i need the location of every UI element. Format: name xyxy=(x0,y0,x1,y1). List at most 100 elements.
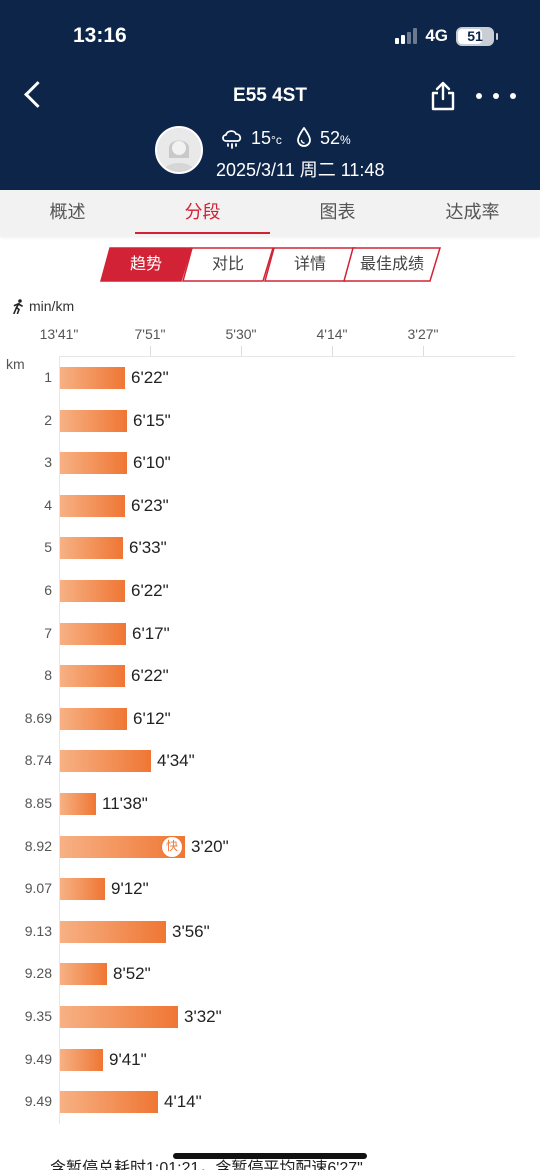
avatar-icon xyxy=(157,128,201,172)
battery-level: 51 xyxy=(467,28,483,44)
pace-bar[interactable] xyxy=(60,452,127,475)
subtab-compare[interactable]: 对比 xyxy=(182,247,274,282)
pace-bar[interactable] xyxy=(60,878,105,901)
split-km-label: 8.74 xyxy=(24,752,52,769)
battery-icon: 51 xyxy=(456,26,498,46)
pace-value-label: 6'22" xyxy=(131,368,169,387)
x-axis-line xyxy=(59,356,515,357)
pace-value-label: 6'22" xyxy=(131,666,169,686)
tab-overview[interactable]: 概述 xyxy=(49,202,86,222)
runner-icon xyxy=(13,298,23,314)
network-type: 4G xyxy=(425,26,448,45)
y-axis-label: km xyxy=(6,356,25,372)
pace-value-label: 4'34" xyxy=(157,751,195,771)
x-tick-mark xyxy=(150,346,151,356)
x-tick-label: 3'27" xyxy=(407,326,439,342)
subtab-trend-label: 趋势 xyxy=(129,256,162,273)
split-km-label: 9.35 xyxy=(24,1008,52,1024)
pace-value-label: 6'15" xyxy=(133,410,171,430)
split-km-label: 9.49 xyxy=(24,1050,52,1067)
subtab-trend[interactable]: 趋势 xyxy=(100,247,192,282)
more-dot-icon xyxy=(476,93,482,99)
pace-bar[interactable] xyxy=(60,1006,178,1028)
more-button[interactable] xyxy=(476,82,516,110)
x-tick-mark xyxy=(332,346,333,356)
page-title: E55 4ST xyxy=(233,85,307,106)
tab-splits[interactable]: 分段 xyxy=(135,190,270,236)
split-km-label: 9.13 xyxy=(24,922,52,939)
split-km-label: 3 xyxy=(44,454,52,471)
pace-bar[interactable] xyxy=(60,409,127,432)
cloud-snow-icon xyxy=(222,130,242,149)
pace-value-label: 6'33" xyxy=(129,538,167,558)
pace-value-label: 6'22" xyxy=(131,581,169,600)
pace-value-label: 9'12" xyxy=(111,879,149,899)
pace-unit-label: min/km xyxy=(29,298,75,314)
pace-value-label: 6'12" xyxy=(133,708,171,728)
tab-achievement[interactable]: 达成率 xyxy=(445,202,500,222)
pace-bar[interactable] xyxy=(60,665,125,688)
pace-bar[interactable] xyxy=(60,835,185,858)
pace-bar[interactable] xyxy=(60,963,107,986)
share-button[interactable] xyxy=(428,80,458,112)
pace-bar[interactable] xyxy=(60,494,125,517)
y-axis-line xyxy=(59,356,60,1124)
pace-value-label: 11'38" xyxy=(102,794,148,813)
pace-bar[interactable] xyxy=(60,580,125,602)
subtab-compare-label: 对比 xyxy=(211,256,244,273)
split-km-label: 2 xyxy=(44,411,52,428)
pace-bar[interactable] xyxy=(60,1091,158,1114)
status-icons: 4G 51 xyxy=(395,26,498,46)
pace-value-label: 4'14" xyxy=(164,1092,202,1112)
header: 13:16 4G 51 E55 4ST xyxy=(0,0,540,190)
pace-value-label: 8'52" xyxy=(113,964,151,984)
status-time: 13:16 xyxy=(73,24,127,47)
split-km-label: 1 xyxy=(44,369,52,385)
split-km-label: 5 xyxy=(44,539,52,556)
share-icon xyxy=(431,81,455,111)
tab-charts[interactable]: 图表 xyxy=(319,202,356,222)
home-indicator xyxy=(173,1153,367,1159)
pace-bar[interactable] xyxy=(60,537,123,560)
temperature: 15°c xyxy=(251,128,282,148)
split-km-label: 9.28 xyxy=(24,965,52,982)
avatar[interactable] xyxy=(155,126,203,174)
x-tick-mark xyxy=(423,346,424,356)
signal-icon xyxy=(395,28,418,44)
fastest-badge: 快 xyxy=(161,835,183,858)
more-dot-icon xyxy=(493,93,499,99)
pace-bar[interactable] xyxy=(60,1048,103,1071)
x-tick-label: 7'51" xyxy=(134,326,166,342)
split-km-label: 9.49 xyxy=(24,1093,52,1110)
pace-value-label: 9'41" xyxy=(109,1049,147,1069)
main-tabs: 概述 分段 图表 达成率 xyxy=(0,190,540,236)
pace-bar[interactable] xyxy=(60,920,166,943)
pace-value-label: 3'56" xyxy=(172,921,210,941)
pace-bar[interactable] xyxy=(60,622,126,645)
pace-bar[interactable] xyxy=(60,793,96,815)
pace-unit: min/km xyxy=(12,298,74,314)
split-km-label: 4 xyxy=(44,496,52,513)
humidity: 52% xyxy=(320,128,351,148)
pace-bar[interactable] xyxy=(60,750,151,773)
pace-bar[interactable] xyxy=(60,707,127,730)
split-km-label: 8 xyxy=(44,667,52,684)
humidity-drop-icon xyxy=(297,127,311,147)
x-tick-label: 5'30" xyxy=(225,326,257,342)
more-dot-icon xyxy=(510,93,516,99)
x-tick-label: 13'41" xyxy=(39,326,79,342)
x-tick-label: 4'14" xyxy=(316,326,348,342)
pace-value-label: 6'23" xyxy=(131,495,169,515)
pace-value-label: 3'20" xyxy=(191,836,229,856)
x-tick-mark xyxy=(241,346,242,356)
subtab-details[interactable]: 详情 xyxy=(264,247,356,282)
summary-text: 含暂停总耗时1:01:21，含暂停平均配速6'27" xyxy=(50,1160,363,1170)
split-km-label: 8.92 xyxy=(24,837,52,854)
subtab-details-label: 详情 xyxy=(293,256,326,273)
split-km-label: 6 xyxy=(44,582,52,598)
pace-bar[interactable] xyxy=(60,367,125,389)
subtab-best[interactable]: 最佳成绩 xyxy=(343,247,441,282)
pace-value-label: 6'10" xyxy=(133,453,171,473)
pace-value-label: 6'17" xyxy=(132,623,170,643)
